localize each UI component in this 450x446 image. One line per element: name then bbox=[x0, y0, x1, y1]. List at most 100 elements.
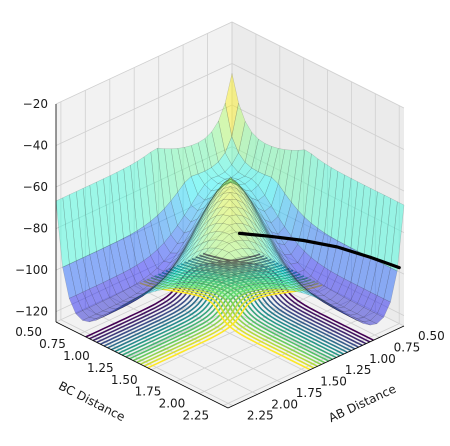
surface-facet-654 bbox=[181, 282, 196, 289]
surface-facet-375 bbox=[62, 263, 77, 299]
contour-a-9 bbox=[118, 269, 294, 355]
surface-facet-143 bbox=[156, 260, 171, 272]
surface-facet-647 bbox=[214, 266, 230, 275]
surface-facet-136 bbox=[330, 170, 345, 242]
surface-facet-34 bbox=[190, 173, 205, 195]
surface-facet-316 bbox=[196, 208, 211, 231]
surface-facet-504 bbox=[142, 285, 156, 295]
surface-facet-643 bbox=[201, 270, 216, 279]
surface-facet-533 bbox=[195, 239, 210, 253]
surface-facet-304 bbox=[383, 197, 398, 269]
surface-facet-478 bbox=[296, 281, 310, 293]
surface-facet-512 bbox=[255, 243, 270, 258]
surface-facet-610 bbox=[288, 286, 303, 294]
surface-facet-233 bbox=[297, 279, 311, 292]
surface-facet-127 bbox=[230, 177, 245, 192]
surface-facet-298 bbox=[310, 292, 324, 301]
surface-facet-300 bbox=[370, 260, 385, 296]
surface-facet-462 bbox=[129, 294, 143, 304]
surface-facet-79 bbox=[197, 199, 212, 219]
surface-facet-493 bbox=[182, 246, 197, 262]
surface-facet-1 bbox=[231, 102, 246, 154]
surface-facet-61 bbox=[291, 149, 306, 211]
surface-facet-644 bbox=[187, 276, 203, 283]
surface-facet-315 bbox=[209, 193, 224, 209]
surface-facet-395 bbox=[283, 264, 297, 281]
surface-facet-578 bbox=[215, 240, 230, 250]
surface-facet-4 bbox=[224, 135, 239, 166]
surface-facet-80 bbox=[304, 153, 319, 224]
surface-facet-675 bbox=[220, 292, 236, 300]
x-tick-label: 0.75 bbox=[394, 340, 421, 354]
surface-facet-106 bbox=[210, 183, 225, 201]
surface-facet-23 bbox=[237, 175, 253, 185]
surface-facet-618 bbox=[208, 256, 223, 265]
surface-facet-538 bbox=[128, 294, 143, 303]
surface-facet-160 bbox=[243, 190, 258, 214]
surface-facet-145 bbox=[130, 230, 144, 266]
surface-facet-249 bbox=[203, 193, 218, 216]
surface-facet-407 bbox=[289, 273, 304, 288]
surface-facet-357 bbox=[303, 287, 318, 299]
surface-facet-215 bbox=[142, 282, 158, 290]
surface-facet-202 bbox=[190, 213, 204, 239]
surface-facet-629 bbox=[174, 276, 190, 285]
surface-facet-105 bbox=[237, 183, 252, 202]
surface-facet-535 bbox=[168, 264, 183, 277]
contour-b-8 bbox=[173, 266, 345, 355]
surface-facet-450 bbox=[289, 274, 304, 287]
surface-facet-195 bbox=[283, 261, 298, 278]
surface-facet-24 bbox=[224, 177, 239, 183]
surface-facet-157 bbox=[283, 258, 298, 273]
surface-facet-183 bbox=[183, 225, 198, 250]
surface-facet-653 bbox=[194, 276, 210, 284]
surface-facet-264 bbox=[223, 181, 238, 189]
surface-facet-421 bbox=[276, 256, 291, 274]
surface-facet-27 bbox=[184, 145, 199, 177]
surface-facet-46 bbox=[177, 182, 192, 217]
surface-facet-605 bbox=[215, 249, 230, 259]
x-tick-label: 1.00 bbox=[369, 352, 396, 366]
surface-facet-665 bbox=[194, 283, 209, 291]
surface-facet-69 bbox=[284, 201, 299, 237]
surface-facet-463 bbox=[115, 303, 130, 312]
surface-facet-374 bbox=[75, 291, 90, 311]
surface-facet-623 bbox=[254, 270, 270, 279]
surface-facet-367 bbox=[169, 253, 184, 272]
surface-facet-110 bbox=[277, 243, 292, 255]
surface-facet-403 bbox=[343, 313, 358, 319]
surface-facet-216 bbox=[129, 283, 144, 294]
surface-facet-268 bbox=[169, 251, 184, 271]
surface-facet-607 bbox=[161, 279, 176, 288]
surface-facet-528 bbox=[262, 252, 277, 267]
surface-facet-256 bbox=[330, 293, 345, 304]
surface-facet-349 bbox=[95, 300, 110, 312]
surface-facet-492 bbox=[208, 222, 224, 234]
surface-facet-212 bbox=[303, 284, 319, 292]
surface-facet-616 bbox=[234, 256, 250, 265]
surface-facet-39 bbox=[237, 183, 253, 192]
surface-facet-14 bbox=[197, 138, 212, 172]
x-tick-label: 1.25 bbox=[345, 363, 372, 377]
surface-facet-28 bbox=[230, 179, 246, 185]
surface-facet-189 bbox=[103, 175, 118, 246]
surface-facet-519 bbox=[162, 269, 176, 281]
surface-facet-265 bbox=[209, 188, 224, 206]
surface-facet-646 bbox=[228, 266, 243, 275]
surface-facet-158 bbox=[270, 237, 285, 260]
surface-facet-153 bbox=[337, 174, 352, 245]
surface-facet-320 bbox=[129, 295, 144, 303]
surface-facet-583 bbox=[148, 284, 163, 292]
surface-facet-366 bbox=[182, 233, 197, 254]
surface-facet-491 bbox=[222, 215, 237, 226]
grid-y-4 bbox=[151, 69, 329, 371]
surface-facet-340 bbox=[243, 202, 258, 222]
left-pane bbox=[56, 22, 232, 322]
surface-facet-169 bbox=[123, 234, 138, 270]
surface-facet-252 bbox=[82, 184, 97, 255]
surface-facet-534 bbox=[182, 252, 196, 266]
surface-facet-3 bbox=[238, 120, 253, 163]
surface-facet-480 bbox=[256, 236, 270, 254]
surface-facet-376 bbox=[376, 298, 391, 318]
surface-facet-413 bbox=[196, 219, 210, 238]
